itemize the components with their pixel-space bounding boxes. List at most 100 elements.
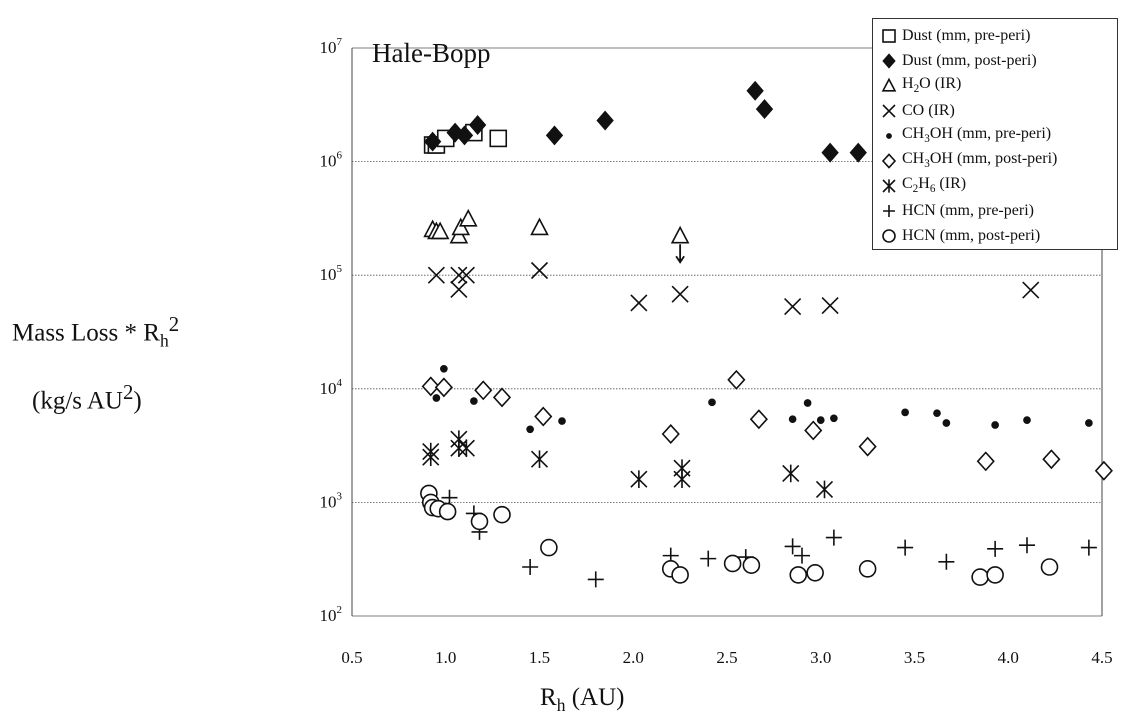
data-point-diamond-filled <box>849 142 867 163</box>
data-point-diamond-open <box>492 387 512 408</box>
data-point-asterisk <box>815 480 834 499</box>
legend-item-dust-post: Dust (mm, post-peri) <box>879 48 1117 73</box>
data-point-circle-open <box>858 560 877 578</box>
data-point-diamond-filled <box>423 131 442 152</box>
legend-item-dust-pre: Dust (mm, pre-peri) <box>879 23 1117 48</box>
x-tick-label: 3.5 <box>904 648 925 667</box>
data-point-x <box>821 297 839 315</box>
legend: Dust (mm, pre-peri) Dust (mm, post-peri)… <box>872 18 1118 250</box>
data-point-dot <box>708 398 716 407</box>
data-point-triangle-open <box>530 217 549 236</box>
legend-item-ch3oh-pre: CH3OH (mm, pre-peri) <box>879 123 1117 148</box>
y-tick-label: 103 <box>320 490 343 511</box>
data-point-asterisk <box>630 470 648 489</box>
data-point-x <box>1022 281 1040 299</box>
data-points <box>420 80 1113 588</box>
legend-item-h2o: H2O (IR) <box>879 73 1117 98</box>
data-point-dot <box>526 425 534 434</box>
data-point-circle-open <box>493 505 511 524</box>
x-tick-label: 3.0 <box>810 648 831 667</box>
diamond-open-icon <box>881 152 897 169</box>
data-point-triangle-open <box>451 217 471 236</box>
data-point-dot <box>470 397 478 405</box>
data-point-asterisk <box>457 439 475 457</box>
data-point-x <box>630 294 648 312</box>
data-point-dot <box>1023 416 1031 424</box>
data-point-dot <box>440 364 448 373</box>
data-point-plus <box>700 550 717 567</box>
data-point-dot <box>558 417 566 425</box>
data-point-dot <box>432 394 441 402</box>
data-point-diamond-open <box>421 376 440 397</box>
data-point-circle-open <box>671 566 689 584</box>
x-axis-label: Rh (AU) <box>540 684 625 715</box>
data-point-dot <box>803 399 812 407</box>
data-point-plus <box>794 547 810 564</box>
data-point-plus <box>784 538 801 555</box>
data-point-dot <box>816 416 825 424</box>
data-point-circle-open <box>723 554 742 573</box>
data-point-diamond-filled <box>545 125 564 146</box>
data-point-diamond-open <box>1042 449 1061 470</box>
data-point-x <box>450 266 468 284</box>
square-open-icon <box>882 28 896 43</box>
x-tick-label: 2.0 <box>623 648 644 667</box>
data-point-dot <box>991 421 999 429</box>
legend-item-hcn-post: HCN (mm, post-peri) <box>879 223 1117 248</box>
data-point-circle-open <box>806 564 824 582</box>
data-point-dot <box>1085 419 1093 427</box>
data-point-triangle-open <box>430 221 450 240</box>
data-point-diamond-open <box>858 436 877 457</box>
data-point-x <box>671 285 689 303</box>
x-tick-label: 4.5 <box>1091 648 1112 667</box>
data-point-diamond-filled <box>468 115 487 135</box>
data-point-diamond-open <box>474 380 493 401</box>
data-point-x <box>427 266 445 284</box>
data-point-diamond-open <box>749 409 768 430</box>
legend-item-ch3oh-post: CH3OH (mm, post-peri) <box>879 148 1117 173</box>
data-point-dot <box>942 419 951 427</box>
data-point-asterisk <box>450 439 468 457</box>
data-point-triangle-open <box>670 225 690 244</box>
data-point-dot <box>901 408 909 417</box>
data-point-asterisk <box>530 450 549 469</box>
y-axis-label: Mass Loss * Rh2 (kg/s AU2) <box>12 312 180 415</box>
y-tick-label: 104 <box>320 377 343 398</box>
triangle-open-icon <box>881 77 897 92</box>
data-point-plus <box>897 539 914 556</box>
data-point-diamond-open <box>661 424 680 444</box>
data-point-plus <box>1019 537 1035 554</box>
legend-item-co: CO (IR) <box>879 98 1117 123</box>
dot-icon <box>886 132 892 139</box>
data-point-plus <box>938 553 955 570</box>
data-point-square-open <box>489 129 508 148</box>
y-tick-label: 105 <box>320 263 343 284</box>
data-point-x <box>450 280 468 298</box>
data-point-diamond-open <box>727 369 746 390</box>
data-point-asterisk <box>422 448 440 466</box>
data-point-triangle-open <box>458 208 478 227</box>
x-tick-label: 2.5 <box>716 648 737 667</box>
data-point-circle-open <box>540 538 558 557</box>
data-point-asterisk <box>673 470 691 489</box>
data-point-plus <box>587 571 604 588</box>
plus-icon <box>883 204 895 217</box>
chart-title: Hale-Bopp <box>372 38 491 68</box>
x-tick-label: 1.5 <box>529 648 550 667</box>
data-point-diamond-open <box>1094 460 1113 481</box>
data-point-diamond-filled <box>755 99 774 120</box>
data-point-plus <box>1080 539 1097 556</box>
x-mark-icon <box>882 103 896 118</box>
data-point-diamond-open <box>976 451 995 472</box>
data-point-x <box>784 297 802 316</box>
data-point-plus <box>825 529 842 546</box>
data-point-diamond-filled <box>821 142 839 163</box>
data-point-diamond-filled <box>446 122 464 143</box>
data-point-diamond-open <box>804 420 823 441</box>
data-point-diamond-filled <box>746 80 764 101</box>
data-point-circle-open <box>1040 558 1059 576</box>
data-point-diamond-filled <box>596 110 614 131</box>
diamond-filled-icon <box>882 52 896 69</box>
data-point-dot <box>830 414 838 423</box>
